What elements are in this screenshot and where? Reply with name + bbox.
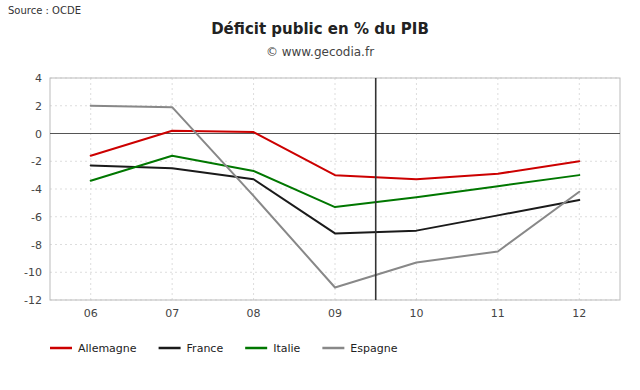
series-line [91, 106, 580, 288]
y-grid-line [50, 272, 620, 273]
x-tick-label: 08 [247, 307, 261, 320]
series-line [91, 165, 580, 233]
y-tick-label: 2 [35, 100, 42, 113]
subtitle: © www.gecodia.fr [266, 45, 374, 59]
x-tick-label: 12 [572, 307, 586, 320]
x-grid-line [90, 78, 91, 300]
x-grid-line [335, 78, 336, 300]
y-tick-label: -10 [24, 266, 42, 279]
legend-swatch [159, 347, 181, 350]
plot-frame [50, 78, 620, 300]
series-line [91, 131, 580, 180]
legend: Allemagne France Italie Espagne [50, 342, 398, 355]
x-tick-label: 10 [409, 307, 423, 320]
x-grid-line [497, 78, 498, 300]
x-tick-label: 07 [165, 307, 179, 320]
title: Déficit public en % du PIB [211, 20, 429, 38]
x-tick-label: 06 [84, 307, 98, 320]
legend-label: France [187, 342, 224, 355]
y-tick-label: -2 [31, 155, 42, 168]
y-tick-label: -6 [31, 211, 42, 224]
legend-label: Allemagne [78, 342, 137, 355]
legend-swatch [50, 347, 72, 350]
x-grid-line [416, 78, 417, 300]
x-grid-line [172, 78, 173, 300]
legend-label: Italie [273, 342, 300, 355]
y-tick-label: 0 [35, 128, 42, 141]
y-tick-label: -12 [24, 294, 42, 307]
chart: Source : OCDE Déficit public en % du PIB ©… [0, 0, 640, 390]
source-annotation: Source : OCDE [8, 5, 81, 16]
legend-swatch [322, 347, 344, 350]
plot-area [50, 78, 620, 300]
series-line [91, 156, 580, 207]
x-tick-label: 09 [328, 307, 342, 320]
x-grid-line [579, 78, 580, 300]
x-tick-label: 11 [491, 307, 505, 320]
grid [50, 78, 620, 300]
x-grid-line [253, 78, 254, 300]
reference-vline [375, 78, 377, 300]
y-grid-line [50, 216, 620, 217]
legend-label: Espagne [350, 342, 397, 355]
y-grid-line [50, 161, 620, 162]
y-tick-label: 4 [35, 72, 42, 85]
legend-swatch [245, 347, 267, 350]
y-tick-label: -4 [31, 183, 42, 196]
reference-hline [50, 133, 620, 134]
y-grid-line [50, 133, 620, 134]
y-tick-label: -8 [31, 239, 42, 252]
axes: -12 -10 -8 -6 -4 -2 0 2 4 06 07 08 09 10 11 12 [24, 72, 620, 320]
